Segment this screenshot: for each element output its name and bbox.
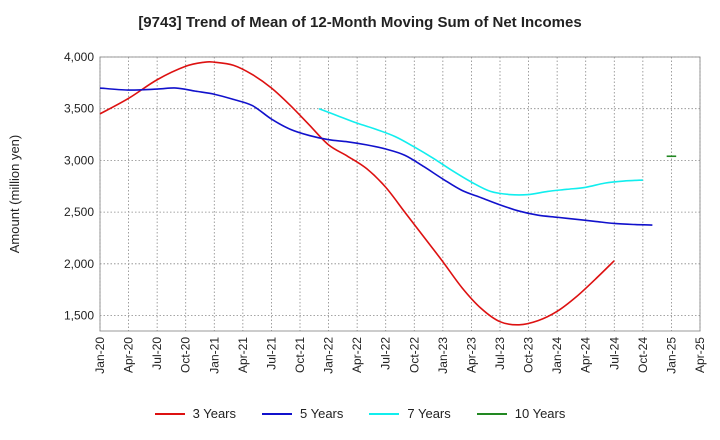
legend-label-10-years: 10 Years xyxy=(514,406,566,421)
x-tick-label: Apr-20 xyxy=(122,337,136,373)
x-tick-label: Jul-24 xyxy=(607,337,621,370)
series-lines xyxy=(99,60,677,326)
legend-item-7-years: 7 Years xyxy=(369,406,451,421)
legend-item-10-years: 10 Years xyxy=(476,406,566,421)
legend-item-3-years: 3 Years xyxy=(154,406,236,421)
x-tick-label: Apr-21 xyxy=(236,337,250,373)
grid-lines xyxy=(99,56,701,331)
x-tick-label: Jul-23 xyxy=(493,337,507,370)
x-tick-label: Apr-25 xyxy=(693,337,707,373)
y-axis-ticks: 1,500 2,000 2,500 3,000 3,500 4,000 xyxy=(64,50,94,322)
x-tick-label: Oct-21 xyxy=(293,337,307,373)
y-tick-label: 3,000 xyxy=(64,153,94,167)
y-axis-label: Amount (million yen) xyxy=(7,135,22,254)
legend-label-3-years: 3 Years xyxy=(192,406,236,421)
x-tick-label: Jan-24 xyxy=(550,337,564,374)
legend-label-7-years: 7 Years xyxy=(407,406,451,421)
y-tick-label: 2,000 xyxy=(64,257,94,271)
series-line-5-years xyxy=(99,87,653,226)
y-tick-label: 4,000 xyxy=(64,50,94,64)
x-tick-label: Oct-22 xyxy=(407,337,421,373)
legend-item-5-years: 5 Years xyxy=(262,406,343,421)
y-tick-label: 1,500 xyxy=(64,308,94,322)
x-tick-label: Jul-21 xyxy=(264,337,278,370)
legend-label-5-years: 5 Years xyxy=(300,406,344,421)
series-line-7-years xyxy=(318,107,643,196)
x-tick-label: Apr-24 xyxy=(579,337,593,373)
x-tick-label: Oct-24 xyxy=(636,337,650,373)
x-tick-label: Jan-22 xyxy=(322,337,336,374)
legend-swatch-7-years xyxy=(369,412,400,415)
x-tick-label: Oct-23 xyxy=(522,337,536,373)
y-tick-label: 3,500 xyxy=(64,102,94,116)
x-tick-label: Jan-25 xyxy=(664,337,678,374)
legend-swatch-3-years xyxy=(154,412,185,415)
x-tick-label: Jan-20 xyxy=(93,337,107,374)
legend-swatch-5-years xyxy=(262,412,292,415)
chart-title: [9743] Trend of Mean of 12-Month Moving … xyxy=(138,14,582,31)
x-tick-label: Oct-20 xyxy=(179,337,193,373)
legend: 3 Years 5 Years 7 Years 10 Years xyxy=(0,406,720,421)
x-tick-label: Jul-22 xyxy=(379,337,393,370)
x-axis-ticks: Jan-20 Apr-20 Jul-20 Oct-20 Jan-21 Apr-21 Jul-… xyxy=(93,337,707,374)
x-tick-label: Apr-23 xyxy=(464,337,478,373)
plot-frame xyxy=(99,56,701,332)
legend-swatch-10-years xyxy=(476,412,507,415)
x-tick-label: Jan-21 xyxy=(207,337,221,374)
series-line-3-years xyxy=(99,60,615,326)
x-tick-label: Jan-23 xyxy=(436,337,450,374)
y-tick-label: 2,500 xyxy=(64,205,94,219)
x-tick-label: Jul-20 xyxy=(150,337,164,370)
x-tick-label: Apr-22 xyxy=(350,337,364,373)
